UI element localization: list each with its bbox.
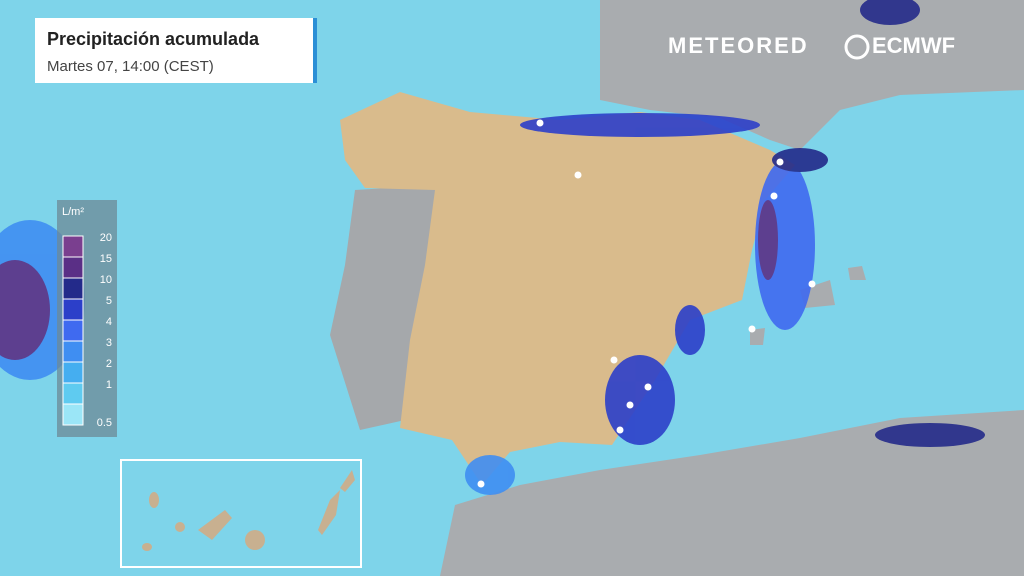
island — [175, 522, 185, 532]
city — [644, 383, 652, 391]
precip-area — [772, 148, 828, 172]
island — [750, 328, 765, 345]
precip-area — [875, 423, 985, 447]
legend-swatch — [62, 319, 84, 342]
legend-swatch — [62, 235, 84, 258]
city — [808, 280, 816, 288]
title-box — [35, 18, 313, 83]
legend-swatch — [62, 340, 84, 363]
legend-swatch — [62, 298, 84, 321]
legend-label: 3 — [106, 337, 112, 349]
legend-label: 2 — [106, 358, 112, 370]
precip-area — [465, 455, 515, 495]
island — [149, 492, 159, 508]
cities — [477, 119, 816, 488]
island — [800, 280, 835, 308]
precip-area — [675, 305, 705, 355]
subtitle: Martes 07, 14:00 (CEST) — [47, 58, 214, 75]
precip-area — [860, 0, 920, 25]
city — [626, 401, 634, 409]
legend-label: 0.5 — [97, 417, 112, 429]
city — [776, 158, 784, 166]
legend-unit: L/m² — [62, 206, 84, 218]
island — [848, 266, 866, 280]
legend-label: 5 — [106, 295, 112, 307]
land-france — [600, 0, 1024, 150]
precip-area — [758, 200, 778, 280]
precip-area — [605, 355, 675, 445]
city — [574, 171, 582, 179]
legend-label: 15 — [100, 253, 112, 265]
canary-inset — [120, 459, 362, 568]
legend-label: 1 — [106, 379, 112, 391]
legend-swatch — [62, 361, 84, 384]
legend-label: 20 — [100, 232, 112, 244]
precip-area — [0, 260, 50, 360]
title-accent — [313, 18, 317, 83]
title: Precipitación acumulada — [47, 29, 260, 49]
land-portugal — [330, 185, 440, 430]
island — [142, 543, 152, 551]
legend-label: 10 — [100, 274, 112, 286]
canary-islands — [142, 470, 355, 551]
legend-swatch — [62, 256, 84, 279]
island — [318, 490, 340, 535]
logo-ecmwf: ECMWF — [872, 33, 955, 58]
city — [616, 426, 624, 434]
legend-label: 4 — [106, 316, 112, 328]
island — [340, 470, 355, 492]
city — [770, 192, 778, 200]
legend-swatch — [62, 277, 84, 300]
city — [536, 119, 544, 127]
island — [198, 510, 232, 540]
precip-area — [520, 113, 760, 137]
legend-swatch — [62, 382, 84, 405]
city — [610, 356, 618, 364]
legend-swatch — [62, 403, 84, 426]
legend: L/m² 20 15 10 5 4 3 2 1 0.5 — [62, 206, 112, 429]
city — [748, 325, 756, 333]
island — [245, 530, 265, 550]
logo-icon — [844, 34, 870, 60]
land-africa — [440, 410, 1024, 576]
logo-meteored: METEORED — [668, 33, 809, 58]
land-spain — [340, 92, 795, 485]
city — [477, 480, 485, 488]
